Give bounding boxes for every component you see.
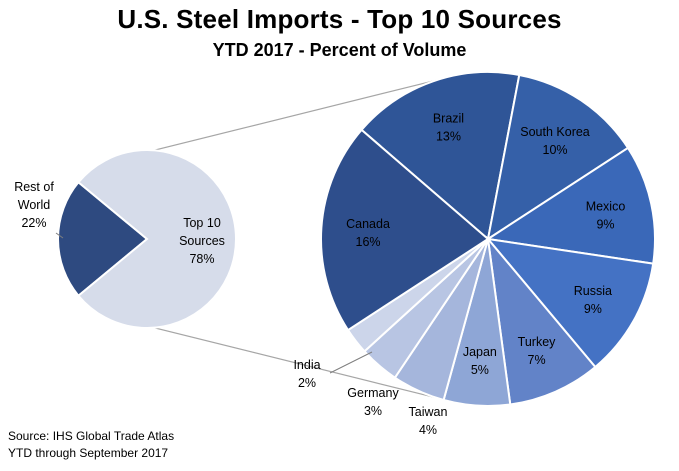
slice-turkey (486, 235, 597, 406)
label-top-10-sources: Top 10 Sources 78% (179, 216, 225, 266)
source-line: Source: IHS Global Trade Atlas (8, 429, 175, 443)
chart-title: U.S. Steel Imports - Top 10 Sources (117, 4, 562, 34)
label-brazil: Brazil 13% (433, 111, 464, 143)
label-mexico: Mexico 9% (586, 199, 626, 231)
main-slice-top-10-sources (77, 149, 237, 329)
label-rest-of-world: Rest of World 22% (14, 180, 54, 230)
chart-subtitle: YTD 2017 - Percent of Volume (212, 40, 467, 60)
slice-canada (320, 128, 490, 332)
main-slice-rest-of-world (56, 180, 149, 298)
slice-brazil (360, 71, 521, 241)
source-note: Source: IHS Global Trade Atlas YTD throu… (8, 428, 174, 462)
label-taiwan: Taiwan 4% (409, 405, 448, 437)
leader-line-india (329, 351, 373, 374)
slice-russia (485, 237, 655, 369)
label-south-korea: South Korea 10% (520, 125, 590, 157)
label-russia: Russia 9% (574, 284, 612, 316)
slice-south-korea (486, 73, 630, 242)
label-japan: Japan 5% (463, 345, 497, 377)
leader-line-rest-of-world (55, 232, 64, 239)
label-germany: Germany 3% (347, 386, 399, 418)
source-date-line: YTD through September 2017 (8, 446, 169, 460)
slice-mexico (485, 146, 656, 265)
label-canada: Canada 16% (346, 217, 390, 249)
label-india: India 2% (293, 358, 320, 390)
label-turkey: Turkey 7% (518, 335, 556, 367)
